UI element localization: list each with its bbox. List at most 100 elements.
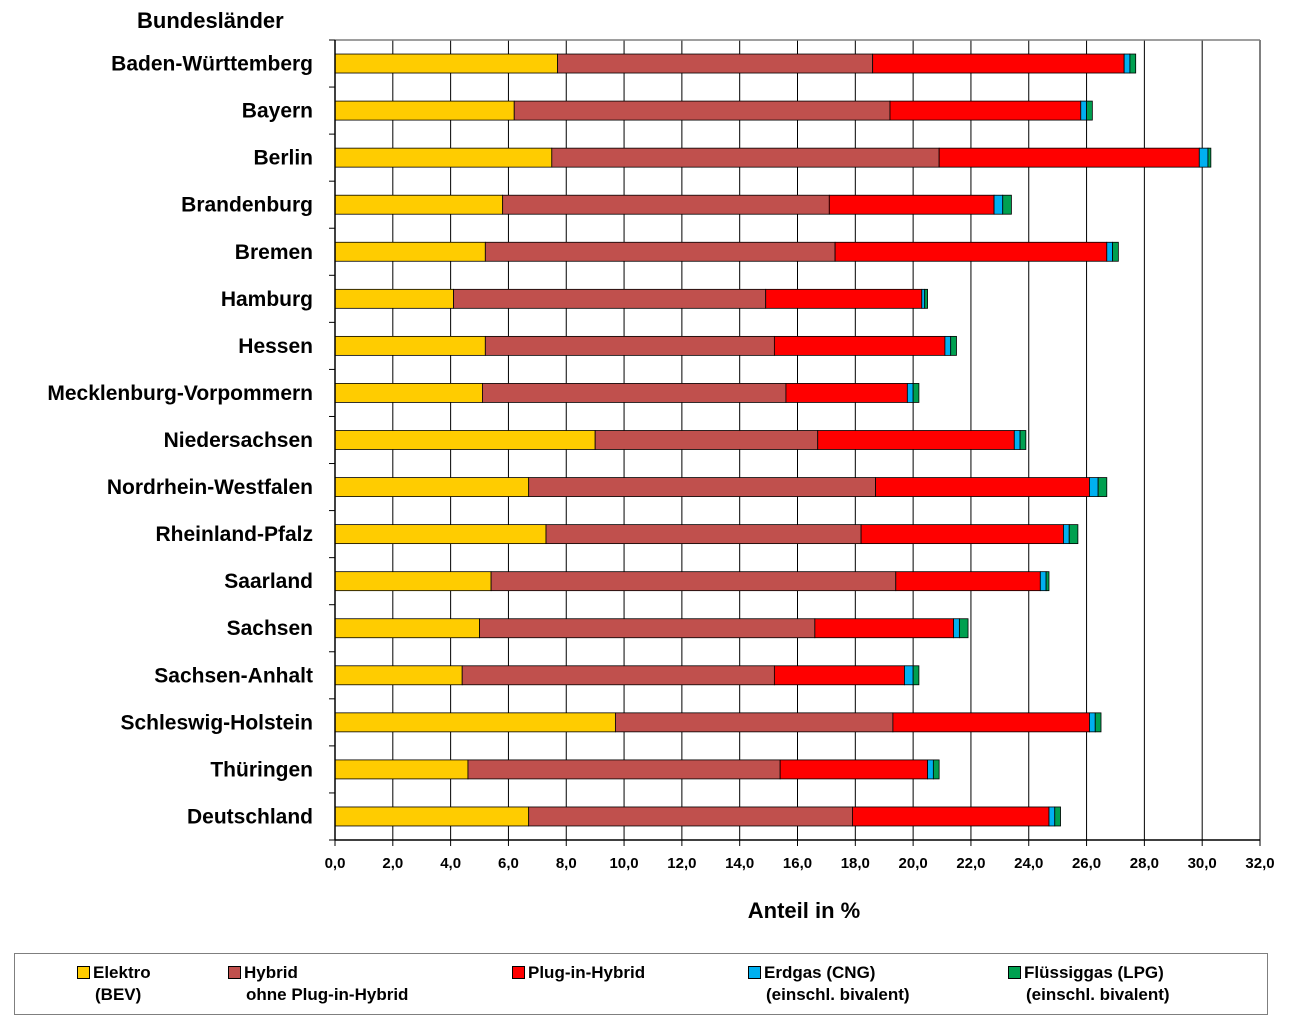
bar-segment [913,666,919,685]
x-tick-label: 30,0 [1188,855,1217,872]
bar-segment [1087,101,1093,120]
bar-segment [1046,572,1049,591]
bar-segment [954,619,960,638]
category-axis-title: Bundesländer [137,8,284,33]
category-label: Baden-Württemberg [111,53,313,76]
category-label: Schleswig-Holstein [120,711,313,734]
bar-segment [335,807,529,826]
bar-segment [1055,807,1061,826]
bar-segment [335,431,595,450]
bar-segment [1003,195,1012,214]
bar-segment [815,619,954,638]
x-tick-label: 12,0 [667,855,696,872]
category-labels: Baden-Württemberg Bayern Berlin Brandenburg… [47,53,313,829]
bar-segment [922,289,925,308]
bar-segment [774,336,945,355]
category-label: Hessen [238,335,313,358]
bar-segment [335,619,480,638]
category-label: Sachsen-Anhalt [154,664,313,687]
bar-segment [933,760,939,779]
bar-segment [873,54,1124,73]
legend-label-line2: (einschl. bivalent) [1024,984,1170,1006]
legend-swatch [228,966,241,979]
bar-segment [454,289,766,308]
bar-segment [1208,148,1211,167]
bar-segment [552,148,939,167]
x-tick-label: 16,0 [783,855,812,872]
bar-segment [1113,242,1119,261]
x-tick-label: 6,0 [498,855,519,872]
bar-segment [491,572,896,591]
bar-segment [468,760,780,779]
legend-label-line1: Erdgas (CNG) [764,962,910,984]
bar-segment [876,478,1090,497]
x-tick-label: 28,0 [1130,855,1159,872]
bar-segment [1089,478,1098,497]
legend-swatch [512,966,525,979]
bar-segment [890,101,1081,120]
x-tick-label: 10,0 [609,855,638,872]
bar-segment [928,760,934,779]
legend: Elektro (BEV) Hybrid ohne Plug-in-Hybrid Plu… [14,953,1268,1015]
category-label: Saarland [224,570,313,593]
bar-segment [335,478,529,497]
x-tick-labels: 0,0 2,0 4,0 6,0 8,0 10,0 12,0 14,0 16,0 18,0 20,0 2… [325,855,1275,872]
bar-segment [480,619,815,638]
bar-segment [907,383,913,402]
bar-segment [1020,431,1026,450]
legend-label-line2: (BEV) [93,984,151,1006]
x-tick-label: 20,0 [899,855,928,872]
legend-label-line1: Plug-in-Hybrid [528,962,645,984]
legend-label-line1: Flüssiggas (LPG) [1024,962,1170,984]
bar-segment [514,101,890,120]
bar-segment [1049,807,1055,826]
bar-segment [529,807,853,826]
legend-item: Erdgas (CNG) (einschl. bivalent) [748,962,910,1006]
category-label: Bremen [235,241,313,264]
category-label: Brandenburg [181,194,313,217]
category-label: Thüringen [210,758,313,781]
legend-item: Hybrid ohne Plug-in-Hybrid [228,962,408,1006]
legend-label: Elektro (BEV) [93,962,151,1006]
bar-segment [1069,525,1078,544]
x-tick-label: 0,0 [325,855,346,872]
legend-swatch [77,966,90,979]
bar-segment [503,195,830,214]
bar-segment [774,666,904,685]
bar-segment [529,478,876,497]
bar-segment [1063,525,1069,544]
bar-segment [786,383,907,402]
bar-segment [335,525,546,544]
legend-swatch [748,966,761,979]
category-label: Berlin [253,147,313,170]
bar-segment [558,54,873,73]
category-label: Hamburg [221,288,313,311]
legend-label-line2: (einschl. bivalent) [764,984,910,1006]
bar-segment [959,619,968,638]
bar-segment [818,431,1015,450]
bar-segment [335,101,514,120]
category-label: Rheinland-Pfalz [155,523,313,546]
bar-segment [1107,242,1113,261]
x-tick-label: 22,0 [956,855,985,872]
legend-item: Plug-in-Hybrid [512,962,645,984]
category-label: Bayern [242,100,313,123]
legend-label: Plug-in-Hybrid [528,962,645,984]
bar-segment [485,336,774,355]
bar-segment [1199,148,1208,167]
x-tick-label: 2,0 [382,855,403,872]
legend-item: Flüssiggas (LPG) (einschl. bivalent) [1008,962,1170,1006]
bar-segment [335,54,558,73]
x-tick-label: 26,0 [1072,855,1101,872]
bar-segment [829,195,994,214]
bar-segment [1095,713,1101,732]
bar-segment [335,336,485,355]
legend-label-line1: Elektro [93,962,151,984]
bar-segment [1098,478,1107,497]
bar-segment [780,760,927,779]
bar-segment [335,195,503,214]
bar-segment [913,383,919,402]
bar-segment [462,666,774,685]
legend-label: Flüssiggas (LPG) (einschl. bivalent) [1024,962,1170,1006]
bar-segment [925,289,928,308]
